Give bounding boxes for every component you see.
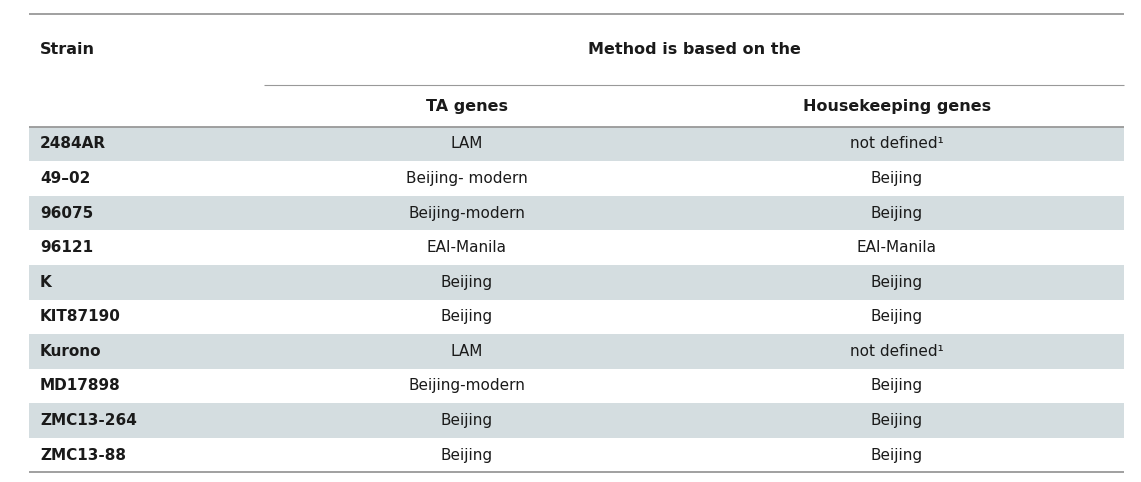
Text: Beijing: Beijing [871, 309, 923, 324]
Bar [29, 196, 1124, 230]
Text: Beijing: Beijing [871, 448, 923, 463]
Text: not defined¹: not defined¹ [850, 344, 944, 359]
Text: LAM: LAM [451, 344, 483, 359]
Text: Beijing: Beijing [871, 413, 923, 428]
Text: MD17898: MD17898 [40, 378, 121, 393]
Text: Beijing: Beijing [871, 206, 923, 221]
Text: ZMC13-88: ZMC13-88 [40, 448, 126, 463]
Text: TA genes: TA genes [426, 98, 508, 114]
Bar [29, 403, 1124, 438]
Text: Beijing-modern: Beijing-modern [408, 206, 525, 221]
Text: LAM: LAM [451, 136, 483, 151]
Text: Kurono: Kurono [40, 344, 102, 359]
Text: Beijing: Beijing [440, 448, 493, 463]
Text: Strain: Strain [40, 42, 95, 57]
Text: KIT87190: KIT87190 [40, 309, 121, 324]
Text: K: K [40, 275, 51, 290]
Text: Method is based on the: Method is based on the [588, 42, 800, 57]
Text: 96121: 96121 [40, 240, 94, 255]
Text: Beijing- modern: Beijing- modern [406, 171, 527, 186]
Text: 96075: 96075 [40, 206, 94, 221]
Text: Housekeeping genes: Housekeeping genes [802, 98, 990, 114]
Text: 2484AR: 2484AR [40, 136, 106, 151]
Text: Beijing: Beijing [440, 275, 493, 290]
Bar [29, 334, 1124, 369]
Text: Beijing: Beijing [440, 309, 493, 324]
Text: not defined¹: not defined¹ [850, 136, 944, 151]
Text: 49–02: 49–02 [40, 171, 90, 186]
Text: Beijing: Beijing [440, 413, 493, 428]
Bar [29, 265, 1124, 299]
Text: Beijing: Beijing [871, 171, 923, 186]
Text: ZMC13-264: ZMC13-264 [40, 413, 137, 428]
Text: Beijing: Beijing [871, 275, 923, 290]
Text: Beijing-modern: Beijing-modern [408, 378, 525, 393]
Text: EAI-Manila: EAI-Manila [857, 240, 937, 255]
Text: Beijing: Beijing [871, 378, 923, 393]
Text: EAI-Manila: EAI-Manila [427, 240, 507, 255]
Bar [29, 127, 1124, 161]
